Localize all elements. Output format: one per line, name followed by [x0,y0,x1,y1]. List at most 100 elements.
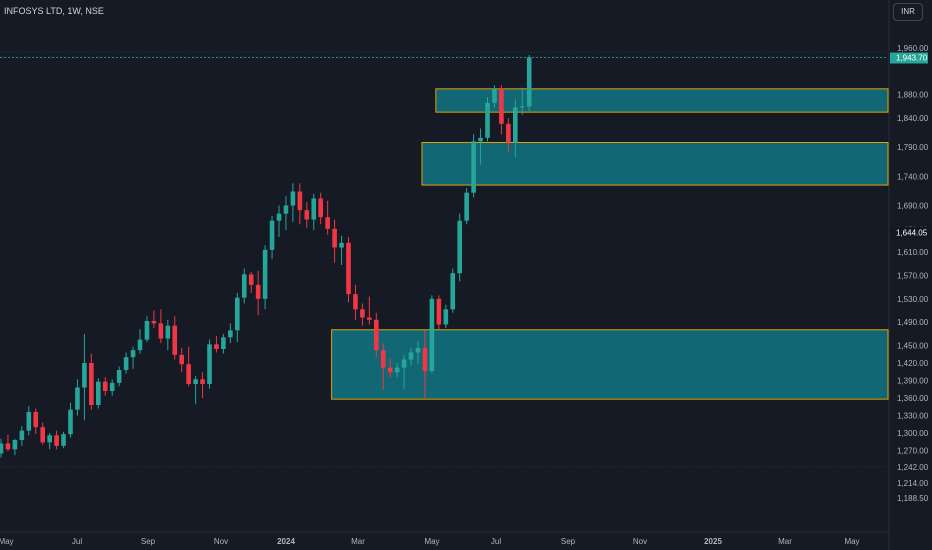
candle [339,235,344,265]
candle-body [12,440,18,450]
candle-body [269,220,275,250]
price-axis[interactable]: 1,960.00 1,880.00 1,840.00 1,790.00 1,740.00… [897,44,929,503]
candle-body [374,319,379,351]
candle-body [75,387,80,410]
candle-body [429,298,435,372]
candle-body [457,220,462,274]
time-tick-label: May [0,537,14,546]
candle [12,438,18,456]
candle [68,402,73,438]
candle [318,192,323,225]
candle-body [346,242,351,295]
price-tick-label: 1,390.00 [897,377,929,386]
candle-body [96,381,101,405]
candle-body [207,344,212,384]
candle [54,430,59,450]
time-tick-label: May [844,537,859,546]
candle-body [499,88,504,124]
candle-body [408,352,414,360]
candle [429,295,435,374]
candlesticks [0,55,532,458]
candle [436,295,442,330]
candle-body [255,284,261,299]
candle-body [214,344,219,349]
currency-button[interactable]: INR [893,3,923,21]
candle [443,304,449,328]
time-axis[interactable]: May Jul Sep Nov 2024 Mar May Jul Sep Nov 2025 Mar Ma… [0,537,860,546]
candle [0,438,4,458]
candle [387,358,393,379]
candle-body [33,412,39,428]
candle [360,303,365,326]
price-tick-label: 1,840.00 [897,114,929,123]
candle [89,353,94,410]
candle [290,183,296,222]
candle [82,333,87,421]
candle [241,268,247,304]
time-tick-label: Jul [491,537,501,546]
candle-body [144,321,150,340]
candle-body [109,382,115,391]
candle-body [304,210,310,220]
candle-body [89,363,94,405]
candle-body [5,443,11,450]
candle [450,268,456,313]
candle-body [436,298,442,325]
candle-body [394,367,400,373]
price-tick-label: 1,610.00 [897,248,929,257]
candle [158,309,164,344]
candle [186,346,191,387]
demand-zones [331,88,889,400]
candle-body [471,141,476,193]
candle-body [19,430,25,440]
candle [513,99,518,158]
candle [75,379,80,416]
candle-body [151,321,157,324]
demand-zone-box[interactable] [421,142,889,186]
time-tick-label: Jul [72,537,82,546]
candle [519,87,525,115]
candle [394,363,400,377]
price-tick-label: 1,242.00 [897,463,929,472]
demand-zone-box[interactable] [435,88,889,113]
time-tick-label: Mar [778,537,792,546]
candle [235,293,240,342]
candle [408,347,414,366]
candle-body [47,435,52,443]
time-tick-label: Sep [561,537,576,546]
candle [165,319,171,351]
candle [380,343,386,390]
time-tick-label: Nov [214,537,228,546]
time-tick-label: Mar [351,537,365,546]
candle-body [387,367,393,373]
time-tick-label: May [424,537,439,546]
candle-body [165,325,171,339]
candle-body [526,57,532,107]
candle-body [61,434,66,446]
time-tick-label: Sep [141,537,156,546]
candle [33,408,39,435]
candle-body [513,107,518,143]
candle-body [158,323,164,339]
demand-zone-box[interactable] [331,329,889,400]
price-tick-label: 1,450.00 [897,342,929,351]
candle [221,333,226,354]
candle-body [450,273,456,310]
candle [255,270,261,316]
candle [422,330,428,398]
price-tick-label: 1,360.00 [897,394,929,403]
candle [26,406,32,436]
candle [311,193,317,230]
candle [415,340,421,365]
hline-price-tag [890,226,930,239]
candle-body [422,347,428,372]
candle-body [116,370,122,383]
candle-body [123,357,129,370]
last-price-label: 1,943.70 [896,54,928,63]
chart-title: INFOSYS LTD, 1W, NSE [4,6,104,16]
candle-body [262,249,268,299]
candle [492,85,497,108]
candle [346,237,351,303]
candle-body [380,350,386,368]
